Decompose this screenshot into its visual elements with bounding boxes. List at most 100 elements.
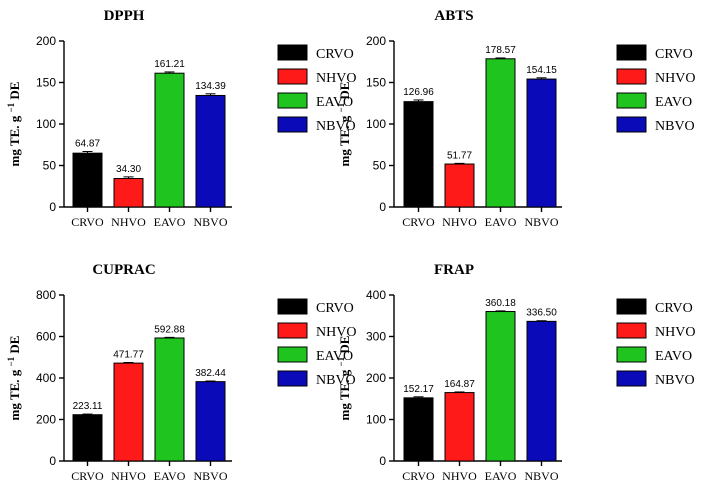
legend-label-nhvo: NHVO — [655, 325, 695, 340]
legend-label-nbvo: NBVO — [316, 119, 356, 134]
legend-swatch-nbvo — [616, 116, 647, 133]
data-label: 178.57 — [485, 45, 516, 56]
y-axis-label-main: mg TE. g — [7, 367, 22, 421]
y-tick-label: 50 — [43, 159, 57, 173]
legend-label-crvo: CRVO — [655, 47, 693, 62]
legend-label-nbvo: NBVO — [655, 119, 695, 134]
x-tick-label: EAVO — [154, 215, 186, 229]
y-axis-label-suffix: DE — [337, 82, 352, 103]
data-label: 126.96 — [403, 87, 434, 98]
chart-title: CUPRAC — [92, 262, 155, 278]
data-label: 51.77 — [447, 150, 472, 161]
chart-title: DPPH — [104, 8, 145, 24]
legend-swatch-crvo — [277, 44, 308, 61]
y-tick-label: 0 — [379, 200, 386, 214]
data-label: 223.11 — [73, 401, 103, 412]
legend-label-eavo: EAVO — [655, 349, 692, 364]
legend-label-crvo: CRVO — [655, 301, 693, 316]
bar-nhvo — [113, 178, 144, 208]
x-tick-label: NBVO — [524, 215, 558, 229]
x-tick-label: CRVO — [71, 215, 104, 229]
legend: CRVO NHVO EAVO NBVO — [277, 44, 356, 134]
y-tick-label: 150 — [36, 76, 56, 90]
bar-nbvo — [195, 381, 226, 462]
y-tick-label: 400 — [366, 288, 386, 302]
chart-panel-cuprac: CUPRAC mg TE. g −1 DE 0 200 400 600 800 223.11 C… — [6, 262, 356, 483]
y-axis-label-sup: −1 — [336, 356, 346, 366]
x-tick-label: EAVO — [154, 469, 186, 483]
bar-nhvo — [444, 163, 475, 208]
y-axis-label-main: mg TE. g — [337, 367, 352, 421]
y-tick-label: 300 — [366, 330, 386, 344]
bar-eavo — [485, 58, 516, 208]
legend-swatch-nbvo — [616, 370, 647, 387]
bar-eavo — [154, 72, 185, 208]
legend-swatch-nhvo — [616, 322, 647, 339]
x-tick-label: NHVO — [442, 215, 477, 229]
data-label: 592.88 — [154, 324, 185, 335]
legend-swatch-nhvo — [277, 68, 308, 85]
y-tick-label: 800 — [36, 288, 56, 302]
legend-swatch-eavo — [277, 92, 308, 109]
legend-label-crvo: CRVO — [316, 301, 354, 316]
y-axis-label-main: mg TE. g — [7, 113, 22, 167]
data-label: 164.87 — [444, 379, 475, 390]
y-tick-label: 50 — [373, 159, 387, 173]
data-label: 134.39 — [195, 81, 226, 92]
legend-label-crvo: CRVO — [316, 47, 354, 62]
x-tick-label: NBVO — [193, 469, 227, 483]
y-tick-label: 0 — [379, 454, 386, 468]
legend-label-nhvo: NHVO — [655, 71, 695, 86]
data-label: 154.15 — [526, 65, 557, 76]
y-axis-label-suffix: DE — [7, 336, 22, 357]
y-axis-label-sup: −1 — [6, 102, 16, 112]
legend-swatch-eavo — [277, 346, 308, 363]
x-tick-label: CRVO — [71, 469, 104, 483]
y-tick-label: 100 — [366, 117, 386, 131]
y-tick-label: 0 — [49, 200, 56, 214]
legend-swatch-nbvo — [277, 370, 308, 387]
data-label: 336.50 — [526, 308, 557, 319]
y-tick-label: 200 — [366, 34, 386, 48]
data-label: 161.21 — [154, 59, 185, 70]
legend: CRVO NHVO EAVO NBVO — [616, 298, 695, 388]
legend-swatch-eavo — [616, 346, 647, 363]
y-tick-label: 0 — [49, 454, 56, 468]
x-tick-label: NHVO — [442, 469, 477, 483]
y-axis-label-main: mg TE. g — [337, 113, 352, 167]
bar-nbvo — [526, 78, 557, 208]
y-tick-label: 200 — [36, 34, 56, 48]
data-label: 382.44 — [195, 368, 226, 379]
legend-swatch-nbvo — [277, 116, 308, 133]
data-label: 64.87 — [75, 138, 100, 149]
bar-nbvo — [195, 94, 226, 208]
y-axis-label: mg TE. g −1 DE — [6, 82, 22, 167]
legend-label-nhvo: NHVO — [316, 325, 356, 340]
y-axis-label: mg TE. g −1 DE — [6, 336, 22, 421]
y-tick-label: 200 — [366, 371, 386, 385]
legend: CRVO NHVO EAVO NBVO — [616, 44, 695, 134]
legend-swatch-nhvo — [616, 68, 647, 85]
legend: CRVO NHVO EAVO NBVO — [277, 298, 356, 388]
chart-panel-frap: FRAP mg TE. g −1 DE 0 100 200 300 400 152.17 CRV… — [336, 262, 695, 483]
legend-swatch-nhvo — [277, 322, 308, 339]
data-label: 34.30 — [116, 164, 141, 175]
legend-label-nhvo: NHVO — [316, 71, 356, 86]
x-tick-label: NBVO — [524, 469, 558, 483]
bar-crvo — [72, 414, 103, 462]
legend-label-nbvo: NBVO — [655, 373, 695, 388]
y-tick-label: 150 — [366, 76, 386, 90]
x-tick-label: CRVO — [402, 469, 435, 483]
legend-label-eavo: EAVO — [655, 95, 692, 110]
y-tick-label: 600 — [36, 330, 56, 344]
y-axis-label: mg TE. g −1 DE — [336, 82, 352, 167]
data-label: 471.77 — [113, 349, 144, 360]
y-axis-label-sup: −1 — [336, 102, 346, 112]
legend-label-eavo: EAVO — [316, 95, 353, 110]
chart-title: ABTS — [434, 8, 473, 24]
legend-swatch-eavo — [616, 92, 647, 109]
y-tick-label: 200 — [36, 413, 56, 427]
chart-panel-abts: ABTS mg TE. g −1 DE 0 50 100 150 200 126.96 CRVO… — [336, 8, 695, 229]
legend-swatch-crvo — [616, 298, 647, 315]
x-tick-label: NHVO — [111, 215, 146, 229]
